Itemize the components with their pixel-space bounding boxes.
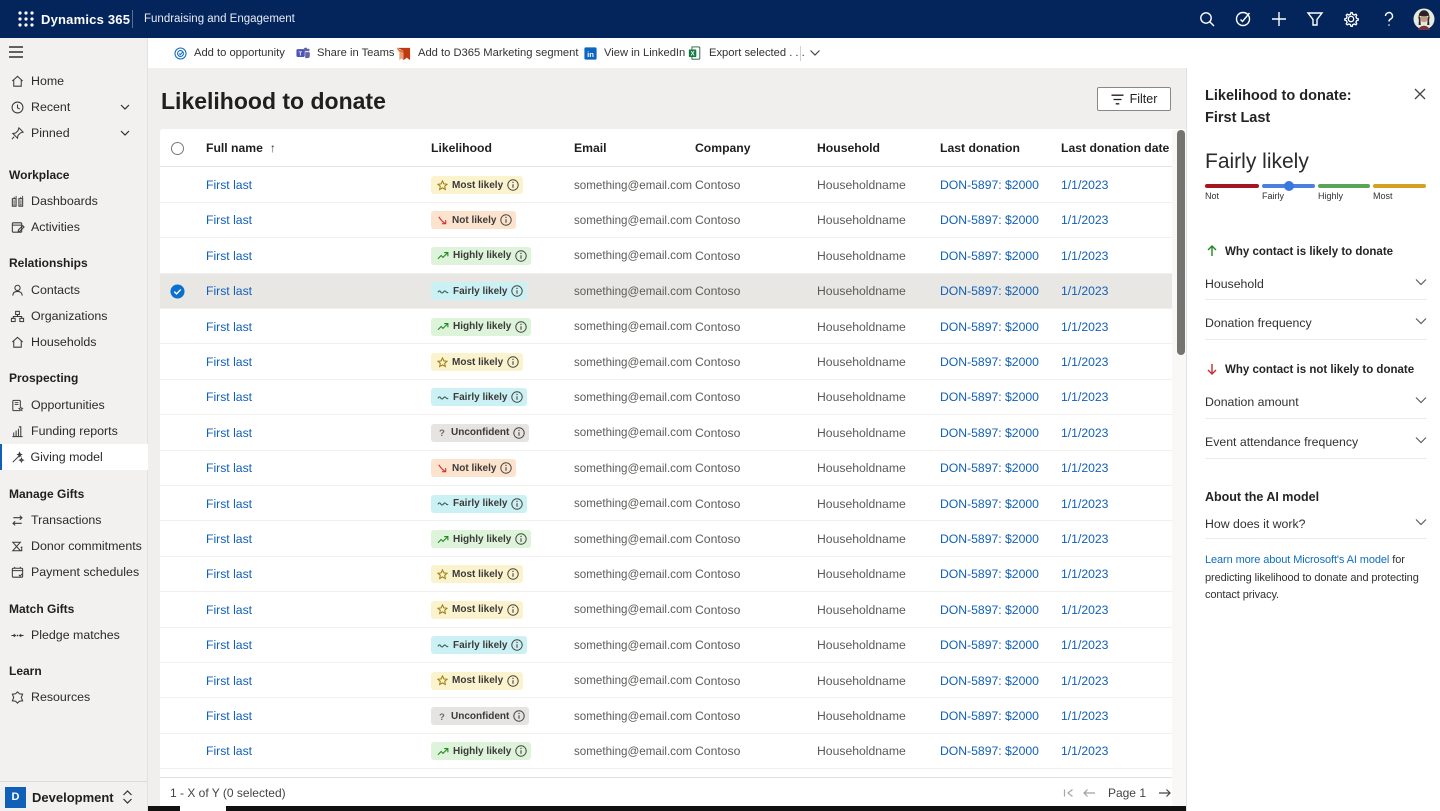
svg-text:?: ? bbox=[439, 712, 445, 722]
svg-text:?: ? bbox=[439, 429, 445, 439]
svg-text:in: in bbox=[587, 49, 594, 58]
svg-text:X: X bbox=[691, 51, 695, 57]
svg-text:T: T bbox=[299, 51, 303, 57]
